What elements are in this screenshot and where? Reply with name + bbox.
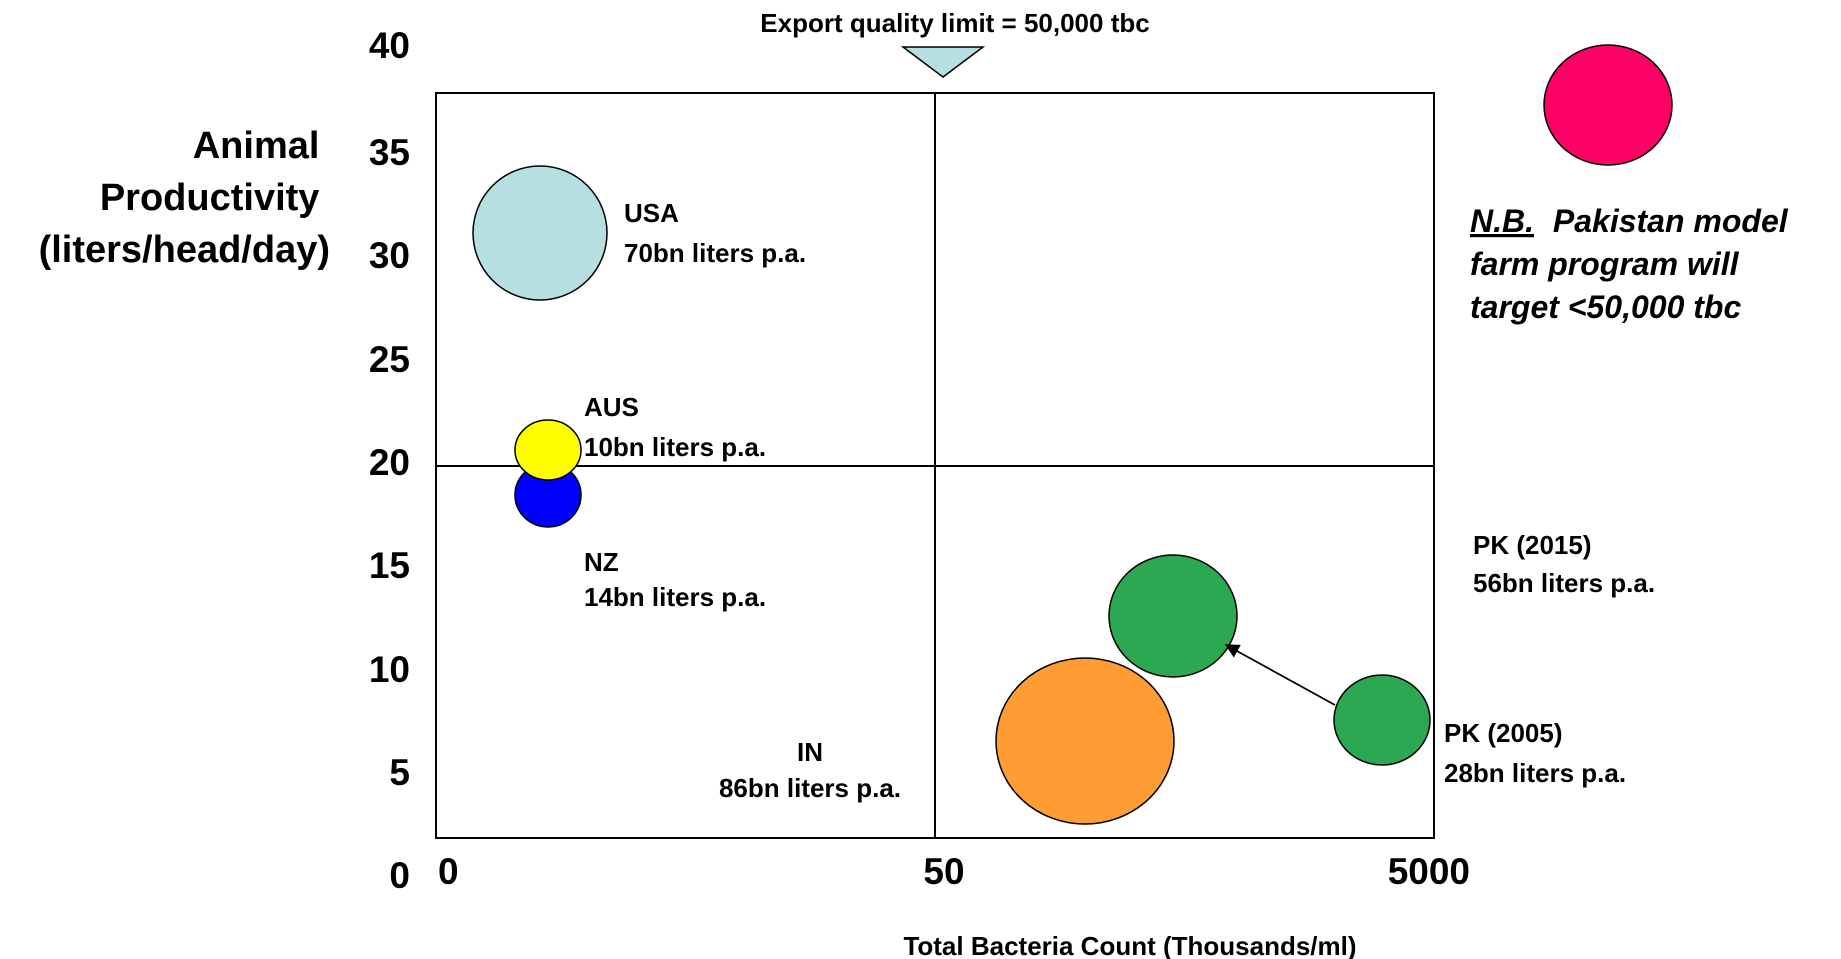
export-limit-marker <box>900 46 986 78</box>
x-tick-label: 5000 <box>1388 851 1470 892</box>
y-tick-label: 5 <box>389 752 410 793</box>
y-axis-title: Animal Productivity (liters/head/day) <box>39 125 330 271</box>
x-tick-label: 0 <box>438 851 459 892</box>
export-limit-label: Export quality limit = 50,000 tbc <box>760 8 1149 38</box>
bubble-volume-pk-2005: 28bn liters p.a. <box>1444 758 1626 788</box>
x-tick-label: 50 <box>923 851 964 892</box>
bubble-label-pk-2015: PK (2015) <box>1473 530 1592 560</box>
bubble-label-aus: AUS <box>584 392 639 422</box>
y-tick-label: 40 <box>369 25 410 66</box>
y-tick-labels: 0 5 10 15 20 25 30 35 40 <box>369 25 410 896</box>
note-line-3: target <50,000 tbc <box>1470 289 1741 325</box>
y-axis-title-line-1: Animal <box>193 125 320 167</box>
bubble-label-nz: NZ <box>584 547 619 577</box>
y-tick-label: 35 <box>369 132 410 173</box>
pk-growth-arrow <box>1224 644 1336 706</box>
y-axis-title-line-3: (liters/head/day) <box>39 229 330 271</box>
bubble-label-pk-2005: PK (2005) <box>1444 718 1563 748</box>
y-tick-label: 10 <box>369 649 410 690</box>
y-tick-label: 25 <box>369 339 410 380</box>
bubble-volume-aus: 10bn liters p.a. <box>584 432 766 462</box>
bubbles <box>472 165 1431 825</box>
bubble-pk-2015 <box>1108 554 1238 678</box>
bubble-volume-pk-2015: 56bn liters p.a. <box>1473 568 1655 598</box>
bubble-aus <box>514 419 582 481</box>
bubble-usa <box>472 165 608 301</box>
note-line-1: N.B. Pakistan model <box>1470 203 1789 239</box>
bubble-label-in: IN <box>797 737 823 767</box>
y-axis-title-line-2: Productivity <box>100 177 320 219</box>
bubble-volume-in: 86bn liters p.a. <box>719 773 901 803</box>
x-axis-title: Total Bacteria Count (Thousands/ml) <box>903 931 1356 959</box>
bubble-pk-2005 <box>1333 674 1431 766</box>
bubble-in <box>995 657 1175 825</box>
note-circle <box>1543 44 1673 166</box>
bubble-volume-usa: 70bn liters p.a. <box>624 238 806 268</box>
note-prefix: N.B. <box>1470 203 1534 239</box>
bubble-label-usa: USA <box>624 198 679 228</box>
note-text-1: Pakistan model <box>1553 203 1789 239</box>
bubble-volume-nz: 14bn liters p.a. <box>584 582 766 612</box>
note-line-2: farm program will <box>1470 246 1740 282</box>
bubble-labels: USA 70bn liters p.a. AUS 10bn liters p.a… <box>584 198 1655 803</box>
y-tick-label: 0 <box>389 855 410 896</box>
y-tick-label: 15 <box>369 545 410 586</box>
y-tick-label: 20 <box>369 442 410 483</box>
y-tick-label: 30 <box>369 235 410 276</box>
x-tick-labels: 0 50 5000 <box>438 851 1470 892</box>
